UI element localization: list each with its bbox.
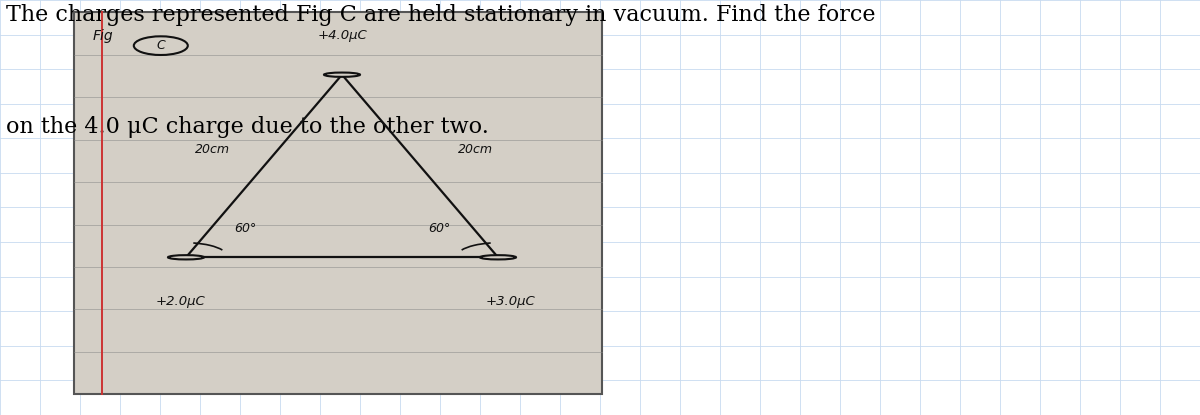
Text: +4.0μC: +4.0μC <box>317 29 367 42</box>
Text: 60°: 60° <box>427 222 450 235</box>
Ellipse shape <box>324 73 360 77</box>
Text: on the 4.0 μC charge due to the other two.: on the 4.0 μC charge due to the other tw… <box>6 116 488 138</box>
Ellipse shape <box>134 37 188 55</box>
Text: 60°: 60° <box>234 222 257 235</box>
Text: 20cm: 20cm <box>458 143 493 156</box>
Text: +2.0μC: +2.0μC <box>155 295 205 308</box>
Text: The charges represented Fig C are held stationary in vacuum. Find the force: The charges represented Fig C are held s… <box>6 4 876 26</box>
Text: +3.0μC: +3.0μC <box>485 295 535 308</box>
Text: 20cm: 20cm <box>196 143 230 156</box>
Text: C: C <box>156 39 166 52</box>
Text: Fig: Fig <box>92 29 113 43</box>
Ellipse shape <box>480 255 516 259</box>
Ellipse shape <box>168 255 204 259</box>
Bar <box>74 12 602 394</box>
